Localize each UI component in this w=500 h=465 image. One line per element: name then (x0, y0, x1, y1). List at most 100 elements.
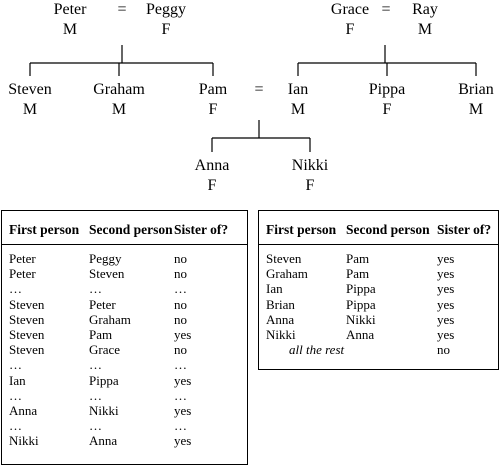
sister-of-cell: no (174, 296, 187, 312)
first-person-cell: Steven (9, 296, 45, 312)
second-person-cell: Grace (89, 342, 121, 358)
first-person-cell: Steven (266, 251, 302, 266)
sister-of-cell: … (174, 418, 187, 434)
person-name: Ian (287, 81, 309, 98)
first-person-cell: Peter (9, 266, 36, 282)
first-person-cell: Ian (9, 372, 26, 388)
right-relations-table: First person Second person Sister of? St… (258, 210, 499, 370)
person-name: Steven (8, 81, 52, 98)
first-person-cell: Anna (266, 311, 295, 327)
table-row: Nikki Anna yes (2, 433, 247, 448)
sister-of-cell: … (174, 357, 187, 373)
person-sex: F (382, 101, 392, 118)
person-name: Pam (198, 81, 228, 98)
table-header: First person Second person Sister of? (2, 211, 247, 245)
table-header: First person Second person Sister of? (259, 211, 498, 245)
left-relations-table: First person Second person Sister of? Pe… (1, 210, 248, 465)
second-person-cell: Pippa (346, 281, 376, 297)
first-person-cell: Steven (9, 311, 45, 327)
header-first-person: First person (266, 222, 337, 237)
table-row: Graham Pam yes (259, 266, 498, 281)
table-row: Peter Peggy no (2, 251, 247, 266)
family-tree-lines (29, 45, 477, 152)
second-person-cell: Nikki (346, 311, 376, 327)
person-name: Peter (53, 1, 87, 18)
person-sex: F (161, 21, 171, 38)
person-name: Grace (330, 1, 370, 18)
second-person-cell: Graham (89, 311, 131, 327)
rest-label: all the rest (289, 342, 345, 358)
sister-of-cell: … (174, 387, 187, 403)
table-body: Peter Peggy no Peter Steven no……… Steven Peter n… (2, 245, 247, 448)
first-person-cell: Steven (9, 342, 45, 358)
person-steven: Steven M (8, 80, 52, 120)
second-person-cell: … (89, 418, 102, 434)
person-sex: F (345, 21, 355, 38)
first-person-cell: Peter (9, 251, 36, 266)
sister-of-cell: no (174, 266, 187, 282)
sister-of-cell: yes (174, 326, 192, 342)
person-name: Nikki (291, 157, 329, 174)
person-sex: F (305, 177, 315, 194)
person-sex: F (208, 101, 218, 118)
table-row: Ian Pippa yes (2, 373, 247, 388)
table-row: Nikki Anna yes (259, 327, 498, 342)
second-person-cell: Peter (89, 296, 116, 312)
person-ray: Ray M (412, 0, 438, 40)
table-row: Peter Steven no (2, 266, 247, 281)
first-person-cell: … (9, 418, 22, 434)
person-graham: Graham M (93, 80, 145, 120)
sister-of-cell: … (174, 281, 187, 297)
second-person-cell: … (89, 387, 102, 403)
person-brian: Brian M (458, 80, 494, 120)
person-name: Ray (412, 1, 438, 18)
second-person-cell: Anna (346, 326, 375, 342)
table-row: Steven Pam yes (259, 251, 498, 266)
second-person-cell: Peggy (89, 251, 122, 266)
second-person-cell: … (89, 357, 102, 373)
sister-of-cell: yes (174, 402, 192, 418)
first-person-cell: … (9, 357, 22, 373)
second-person-cell: Pippa (346, 296, 376, 312)
second-person-cell: Pam (89, 326, 113, 342)
couple-symbol: = (381, 1, 391, 18)
table-row: Steven Graham no (2, 312, 247, 327)
header-second-person: Second person (89, 222, 173, 237)
sister-of-cell: no (174, 251, 187, 266)
rest-value: no (437, 342, 450, 358)
person-nikki: Nikki F (292, 156, 328, 196)
second-person-cell: … (89, 281, 102, 297)
first-person-cell: Graham (266, 266, 308, 282)
first-person-cell: Steven (9, 326, 45, 342)
first-person-cell: … (9, 387, 22, 403)
person-name: Brian (458, 81, 494, 98)
second-person-cell: Anna (89, 433, 118, 449)
table-row: Brian Pippa yes (259, 297, 498, 312)
person-sex: M (62, 21, 78, 38)
person-grace: Grace F (331, 0, 369, 40)
table-row: Anna Nikki yes (2, 403, 247, 418)
header-second-person: Second person (346, 222, 430, 237)
second-person-cell: Pippa (89, 372, 119, 388)
table-row: Anna Nikki yes (259, 312, 498, 327)
person-sex: M (417, 21, 433, 38)
sister-of-cell: yes (437, 326, 455, 342)
table-body: Steven Pam yes Graham Pam yes Ian Pippa yes Brian… (259, 245, 498, 342)
first-person-cell: Ian (266, 281, 283, 297)
person-name: Pippa (368, 81, 406, 98)
sister-of-cell: no (174, 311, 187, 327)
couple-symbol: = (117, 1, 127, 18)
sister-of-cell: yes (437, 311, 455, 327)
couple-symbol: = (254, 81, 264, 98)
first-person-cell: Nikki (9, 433, 39, 449)
table-row: Steven Pam yes (2, 327, 247, 342)
person-anna: Anna F (195, 156, 230, 196)
person-pam: Pam F (199, 80, 227, 120)
person-ian: Ian M (288, 80, 308, 120)
header-first-person: First person (9, 222, 80, 237)
person-sex: M (111, 101, 127, 118)
person-peter: Peter M (54, 0, 87, 40)
table-row-rest: all the rest no (259, 342, 498, 357)
person-sex: F (207, 177, 217, 194)
sister-of-cell: yes (437, 266, 455, 282)
